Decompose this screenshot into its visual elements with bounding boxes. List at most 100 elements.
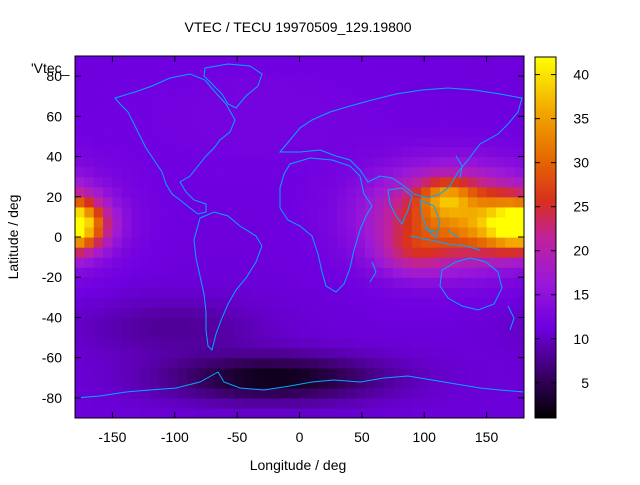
heatmap-cell — [224, 347, 235, 359]
heatmap-cell — [477, 166, 488, 178]
heatmap-cell — [215, 267, 226, 278]
heatmap-cell — [280, 347, 291, 359]
heatmap-cell — [383, 287, 394, 298]
heatmap-cell — [234, 297, 244, 308]
heatmap-cell — [336, 237, 347, 248]
heatmap-cell — [514, 136, 524, 148]
heatmap-cell — [224, 156, 235, 168]
heatmap-cell — [430, 347, 441, 359]
heatmap-cell — [393, 216, 403, 228]
heatmap-cell — [402, 397, 413, 409]
heatmap-cell — [243, 407, 254, 418]
heatmap-cell — [215, 176, 226, 188]
heatmap-cell — [262, 76, 273, 87]
x-tick-label: -150 — [98, 429, 126, 445]
heatmap-cell — [271, 166, 282, 178]
heatmap-cell — [75, 56, 85, 67]
heatmap-cell — [364, 136, 375, 148]
heatmap-cell — [505, 76, 516, 87]
heatmap-cell — [383, 86, 394, 97]
heatmap-cell — [374, 176, 385, 188]
heatmap-cell — [336, 317, 347, 329]
heatmap-cell — [290, 297, 301, 308]
heatmap-cell — [252, 237, 263, 248]
heatmap-cell — [93, 247, 104, 258]
heatmap-cell — [299, 96, 310, 107]
heatmap-cell — [75, 196, 85, 208]
heatmap-cell — [393, 347, 403, 359]
heatmap-cell — [131, 327, 142, 339]
heatmap-cell — [196, 237, 207, 248]
heatmap-cell — [355, 176, 366, 188]
heatmap-cell — [84, 166, 95, 178]
heatmap-cell — [393, 277, 403, 288]
heatmap-cell — [439, 357, 450, 369]
heatmap-cell — [234, 216, 244, 228]
heatmap-cell — [336, 206, 347, 218]
x-tick-label: 0 — [296, 429, 304, 445]
colorbar-tick-label: 15 — [573, 287, 589, 303]
heatmap-cell — [103, 397, 114, 409]
heatmap-cell — [112, 166, 123, 178]
heatmap-cell — [131, 317, 142, 329]
heatmap-cell — [318, 257, 329, 268]
heatmap-cell — [336, 146, 347, 158]
heatmap-cell — [486, 116, 497, 127]
heatmap-cell — [411, 367, 422, 379]
heatmap-cell — [327, 226, 338, 238]
heatmap-cell — [355, 186, 366, 198]
heatmap-cell — [262, 196, 273, 208]
heatmap-cell — [477, 206, 488, 218]
heatmap-cell — [383, 247, 394, 258]
heatmap-cell — [299, 106, 310, 117]
heatmap-cell — [336, 106, 347, 117]
heatmap-cell — [103, 136, 114, 148]
heatmap-cell — [262, 347, 273, 359]
heatmap-cell — [215, 377, 226, 389]
heatmap-cell — [75, 116, 85, 127]
heatmap-cell — [75, 136, 85, 148]
heatmap-cell — [486, 367, 497, 379]
heatmap-cell — [430, 297, 441, 308]
coastline-japan — [455, 155, 463, 179]
heatmap-cell — [364, 397, 375, 409]
heatmap-cell — [271, 76, 282, 87]
heatmap-cell — [205, 397, 216, 409]
heatmap-cell — [477, 66, 488, 77]
heatmap-cell — [243, 96, 254, 107]
heatmap-cell — [495, 377, 506, 389]
heatmap-cell — [421, 387, 432, 399]
heatmap-cell — [75, 317, 85, 329]
heatmap-cell — [84, 86, 95, 97]
heatmap-cell — [271, 367, 282, 379]
heatmap-cell — [103, 407, 114, 418]
heatmap-cell — [93, 226, 104, 238]
y-tick-label: 40 — [46, 149, 62, 165]
heatmap-cell — [439, 367, 450, 379]
heatmap-cell — [243, 347, 254, 359]
heatmap-cell — [299, 166, 310, 178]
heatmap-cell — [374, 257, 385, 268]
heatmap-cell — [355, 377, 366, 389]
heatmap-cell — [290, 327, 301, 339]
heatmap-cell — [383, 387, 394, 399]
heatmap-cell — [177, 186, 188, 198]
coastline-africa — [279, 157, 373, 293]
heatmap-cell — [495, 257, 506, 268]
heatmap-cell — [224, 367, 235, 379]
heatmap-cell — [75, 387, 85, 399]
heatmap-cell — [140, 397, 151, 409]
heatmap-cell — [131, 287, 142, 298]
heatmap-cell — [93, 407, 104, 418]
heatmap-cell — [411, 407, 422, 418]
heatmap-cell — [308, 196, 319, 208]
heatmap-cell — [514, 287, 524, 298]
heatmap-cell — [271, 116, 282, 127]
heatmap-cell — [374, 186, 385, 198]
heatmap-cell — [112, 126, 123, 138]
heatmap-cell — [280, 287, 291, 298]
heatmap-cell — [402, 166, 413, 178]
heatmap-cell — [458, 307, 469, 319]
heatmap-cell — [364, 247, 375, 258]
